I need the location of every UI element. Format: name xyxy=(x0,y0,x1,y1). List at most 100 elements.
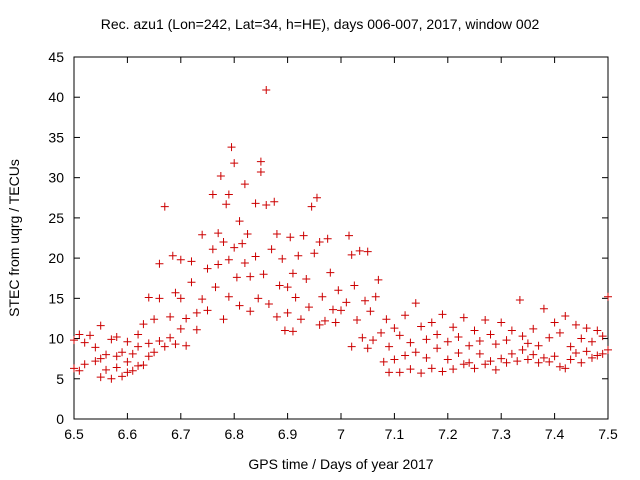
data-point xyxy=(377,328,386,337)
data-point xyxy=(203,264,212,273)
data-point xyxy=(443,355,452,364)
data-point xyxy=(211,283,220,292)
data-point xyxy=(246,307,255,316)
data-point xyxy=(318,292,327,301)
data-point xyxy=(347,250,356,259)
data-point xyxy=(427,364,436,373)
data-point xyxy=(224,190,233,199)
y-tick-label: 30 xyxy=(48,170,64,186)
data-point xyxy=(160,202,169,211)
x-tick-label: 6.8 xyxy=(224,426,244,442)
data-point xyxy=(571,320,580,329)
data-point xyxy=(70,336,78,345)
y-axis-label: STEC from uqrg / TECUs xyxy=(6,159,22,317)
data-point xyxy=(288,327,297,336)
data-point xyxy=(449,365,458,374)
data-point xyxy=(310,249,319,258)
data-point xyxy=(555,328,564,337)
data-point xyxy=(75,330,84,339)
data-point xyxy=(561,364,570,373)
data-point xyxy=(267,245,276,254)
x-tick-label: 6.5 xyxy=(64,426,84,442)
data-point xyxy=(427,318,436,327)
data-point xyxy=(208,245,217,254)
data-point xyxy=(459,360,468,369)
data-point xyxy=(550,318,559,327)
data-point xyxy=(299,231,308,240)
data-point xyxy=(264,299,273,308)
data-point xyxy=(288,269,297,278)
data-point xyxy=(518,332,527,341)
data-point xyxy=(134,342,143,351)
data-point xyxy=(102,350,111,359)
data-point xyxy=(523,339,532,348)
data-point xyxy=(155,294,164,303)
data-point xyxy=(347,342,356,351)
data-point xyxy=(320,316,329,325)
x-tick-label: 7.3 xyxy=(491,426,511,442)
data-point xyxy=(283,283,292,292)
data-point xyxy=(345,231,354,240)
data-point xyxy=(350,281,359,290)
data-point xyxy=(235,301,244,310)
data-point xyxy=(385,368,394,377)
data-point xyxy=(358,333,367,342)
data-point xyxy=(192,308,201,317)
data-point xyxy=(582,347,591,356)
data-point xyxy=(486,357,495,366)
data-point xyxy=(395,368,404,377)
data-point xyxy=(571,349,580,358)
data-point xyxy=(187,257,196,266)
plot-frame xyxy=(73,56,609,420)
data-point xyxy=(243,229,252,238)
data-point xyxy=(545,357,554,366)
data-point xyxy=(369,336,378,345)
y-tick-label: 5 xyxy=(56,371,64,387)
data-point xyxy=(302,275,311,284)
data-point xyxy=(219,238,228,247)
data-point xyxy=(328,305,337,314)
data-point xyxy=(192,325,201,334)
x-tick-label: 6.9 xyxy=(278,426,298,442)
data-point xyxy=(139,320,148,329)
data-point xyxy=(150,315,159,324)
data-point xyxy=(70,364,78,373)
data-point xyxy=(128,366,137,375)
data-point xyxy=(406,365,415,374)
data-point xyxy=(224,292,233,301)
data-point xyxy=(411,299,420,308)
data-point xyxy=(96,354,105,363)
data-point xyxy=(342,298,351,307)
data-point xyxy=(334,286,343,295)
data-point xyxy=(75,366,84,375)
data-point xyxy=(604,345,612,354)
y-tick-label: 25 xyxy=(48,210,64,226)
data-point xyxy=(86,331,95,340)
data-point xyxy=(166,333,175,342)
data-point xyxy=(168,251,177,260)
x-tick-label: 7 xyxy=(337,426,345,442)
data-point xyxy=(251,252,260,261)
data-point xyxy=(96,321,105,330)
y-tick-label: 35 xyxy=(48,129,64,145)
data-point xyxy=(312,193,321,202)
data-point xyxy=(128,349,137,358)
data-point xyxy=(182,341,191,350)
data-point xyxy=(107,374,116,383)
data-point xyxy=(337,306,345,315)
data-point xyxy=(491,365,500,374)
data-point xyxy=(278,254,287,263)
x-axis-label: GPS time / Days of year 2017 xyxy=(248,456,434,472)
data-point xyxy=(240,180,249,189)
data-point xyxy=(112,363,121,372)
data-point xyxy=(286,233,295,242)
data-point xyxy=(454,349,463,358)
chart-title: Rec. azu1 (Lon=242, Lat=34, h=HE), days … xyxy=(100,16,540,32)
data-point xyxy=(112,332,121,341)
data-point xyxy=(123,368,132,377)
data-point xyxy=(139,361,148,370)
data-point xyxy=(107,335,116,344)
data-point xyxy=(256,157,265,166)
data-point xyxy=(454,332,463,341)
data-point xyxy=(534,358,543,367)
